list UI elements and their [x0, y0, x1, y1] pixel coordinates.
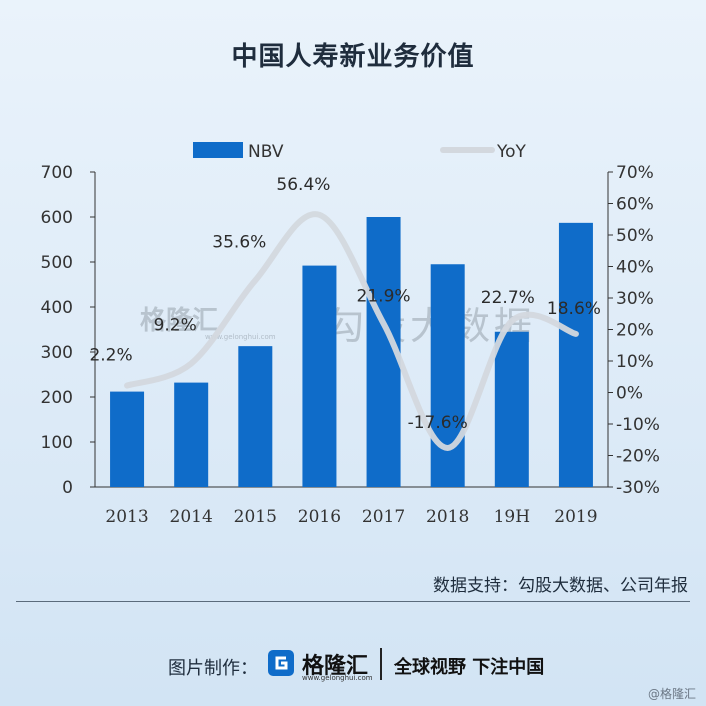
x-tick-label-3: 2016	[298, 507, 341, 527]
left-tick-label: 700	[41, 163, 73, 183]
watermark-logo: 格隆汇	[140, 306, 219, 336]
logo-url: www.gelonghui.com	[302, 674, 373, 682]
slogan: 全球视野 下注中国	[394, 657, 545, 678]
data-source: 数据支持：勾股大数据、公司年报	[433, 576, 688, 596]
x-tick-label-1: 2014	[170, 507, 213, 527]
right-tick-label: 30%	[616, 289, 654, 309]
gelonghui-logo-icon	[268, 650, 294, 676]
yoy-line	[124, 211, 579, 451]
left-tick-label: 500	[41, 253, 73, 273]
right-tick-label: 10%	[616, 352, 654, 372]
bar-0	[110, 391, 145, 487]
left-tick-label: 100	[41, 433, 73, 453]
x-tick-label-4: 2017	[362, 507, 405, 527]
left-tick-label: 400	[41, 298, 73, 318]
right-tick-label: 40%	[616, 258, 654, 278]
corner-watermark: @格隆汇	[647, 687, 696, 701]
watermark-logo-url: www.gelonghui.com	[205, 333, 276, 341]
credit-label: 图片制作：	[168, 658, 258, 679]
yoy-label-1: 9.2%	[154, 316, 197, 336]
yoy-label-7: 18.6%	[547, 299, 601, 319]
x-tick-label-0: 2013	[105, 507, 148, 527]
x-tick-label-2: 2015	[234, 507, 277, 527]
left-tick-label: 600	[41, 208, 73, 228]
legend-nbv-swatch	[193, 142, 243, 158]
yoy-label-3: 56.4%	[276, 175, 330, 195]
bar-6	[494, 331, 529, 487]
divider	[16, 601, 690, 602]
right-tick-label: 70%	[616, 163, 654, 183]
logo-text: 格隆汇	[302, 654, 369, 679]
legend-nbv-label: NBV	[248, 142, 284, 162]
left-tick-label: 300	[41, 343, 73, 363]
right-tick-label: 0%	[616, 384, 643, 404]
yoy-label-0: 2.2%	[89, 346, 132, 366]
chart-title: 中国人寿新业务价值	[231, 42, 475, 72]
bar-7	[558, 222, 593, 487]
bar-2	[238, 346, 273, 487]
combo-chart: 0 100 200 300 400 500 600 700 -30% -20% -10% 0% 10% 2…	[41, 142, 660, 527]
left-tick-label: 200	[41, 388, 73, 408]
x-tick-label-7: 2019	[554, 507, 597, 527]
legend-yoy-label: YoY	[496, 142, 527, 162]
yoy-label-4: 21.9%	[357, 287, 411, 307]
bar-3	[302, 265, 337, 487]
right-tick-label: -20%	[616, 447, 660, 467]
right-tick-label: 20%	[616, 321, 654, 341]
bar-1	[174, 382, 209, 487]
yoy-label-6: 22.7%	[481, 288, 535, 308]
yoy-label-2: 35.6%	[212, 232, 266, 252]
bar-5	[430, 264, 465, 487]
right-tick-label: 50%	[616, 226, 654, 246]
right-tick-label: 60%	[616, 195, 654, 215]
yoy-label-5: -17.6%	[408, 413, 468, 433]
footer: 图片制作： 格隆汇 www.gelonghui.com 全球视野 下注中国	[0, 642, 706, 686]
x-tick-label-6: 19H	[494, 507, 530, 527]
x-tick-label-5: 2018	[426, 507, 469, 527]
right-tick-label: -10%	[616, 415, 660, 435]
footer-separator	[380, 648, 382, 680]
right-tick-label: -30%	[616, 478, 660, 498]
left-tick-label: 0	[62, 478, 73, 498]
